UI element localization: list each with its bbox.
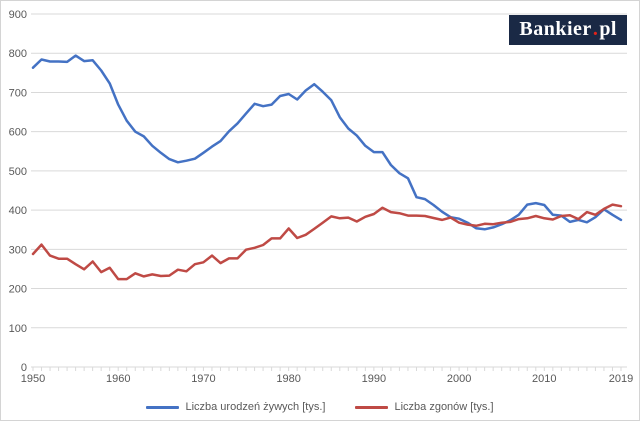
svg-text:600: 600	[9, 127, 27, 139]
svg-text:2010: 2010	[532, 373, 556, 385]
svg-text:1960: 1960	[106, 373, 130, 385]
legend-item-deaths: Liczba zgonów [tys.]	[355, 401, 494, 413]
legend-item-births: Liczba urodzeń żywych [tys.]	[146, 401, 325, 413]
legend-label-births: Liczba urodzeń żywych [tys.]	[185, 401, 326, 413]
logo-brand: Bankier	[519, 17, 592, 40]
svg-text:2000: 2000	[447, 373, 471, 385]
svg-text:400: 400	[9, 205, 27, 217]
svg-text:900: 900	[9, 9, 27, 21]
svg-text:2019: 2019	[609, 373, 633, 385]
svg-text:200: 200	[9, 284, 27, 296]
legend-line-deaths-icon	[355, 405, 389, 409]
series-lines	[31, 54, 623, 281]
svg-text:100: 100	[9, 323, 27, 335]
svg-text:1990: 1990	[362, 373, 386, 385]
svg-text:1980: 1980	[276, 373, 300, 385]
legend-line-births-icon	[146, 405, 180, 409]
logo-tld: pl	[599, 17, 617, 40]
svg-text:500: 500	[9, 166, 27, 178]
svg-text:800: 800	[9, 48, 27, 60]
bankier-logo: Bankier. pl	[509, 15, 627, 45]
svg-text:300: 300	[9, 244, 27, 256]
y-axis-labels: 0 100 200 300 400 500 600 700 800 900	[9, 9, 27, 374]
svg-text:1950: 1950	[21, 373, 45, 385]
x-axis-ticks	[32, 367, 622, 371]
chart-legend: Liczba urodzeń żywych [tys.] Liczba zgon…	[1, 401, 639, 413]
logo-dot: .	[592, 17, 599, 40]
svg-text:1970: 1970	[191, 373, 215, 385]
gridlines	[31, 13, 627, 368]
svg-text:0: 0	[21, 362, 27, 374]
legend-label-deaths: Liczba zgonów [tys.]	[394, 401, 494, 413]
x-axis-labels: 1950 1960 1970 1980 1990 2000 2010 2019	[21, 373, 633, 385]
svg-text:700: 700	[9, 87, 27, 99]
